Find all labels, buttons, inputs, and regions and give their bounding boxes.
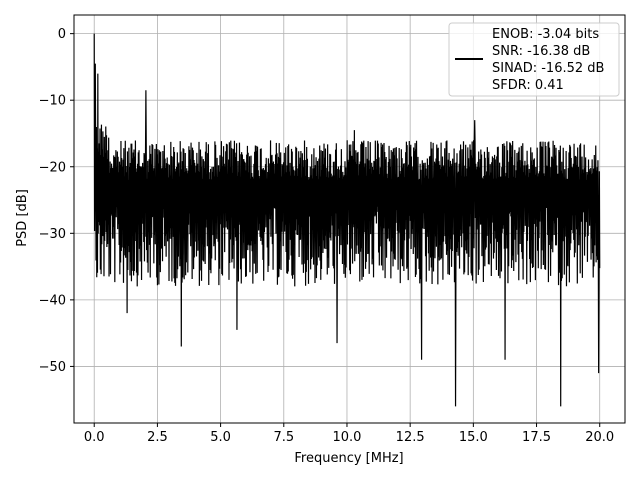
series-layer <box>93 33 601 407</box>
legend-line-1: ENOB: -3.04 bits <box>492 27 599 42</box>
x-tick-label: 2.5 <box>147 430 168 445</box>
y-tick-label: −10 <box>39 94 66 109</box>
series-line <box>93 33 601 407</box>
y-tick-label: −20 <box>39 160 66 175</box>
x-tick-label: 20.0 <box>585 430 614 445</box>
y-tick-label: −50 <box>39 360 66 375</box>
x-tick-label: 17.5 <box>522 430 551 445</box>
y-axis-label: PSD [dB] <box>15 189 30 247</box>
legend-box <box>448 22 620 97</box>
x-tick-label: 15.0 <box>459 430 488 445</box>
x-tick-label: 12.5 <box>396 430 425 445</box>
legend-line-4: SFDR: 0.41 <box>492 78 564 93</box>
legend-line-3: SINAD: -16.52 dB <box>492 61 604 76</box>
x-tick-label: 7.5 <box>273 430 294 445</box>
legend: ENOB: -3.04 bits SNR: -16.38 dB SINAD: -… <box>448 22 620 97</box>
axes <box>73 14 626 424</box>
y-tick-label: −30 <box>39 227 66 242</box>
y-tick-label: −40 <box>39 293 66 308</box>
ticks: 0.0 2.5 5.0 7.5 10.0 12.5 15.0 17.5 20.0 0 −10 −20 −… <box>39 27 615 445</box>
x-tick-label: 10.0 <box>332 430 361 445</box>
x-axis-label: Frequency [MHz] <box>294 451 403 466</box>
x-tick-label: 0.0 <box>84 430 105 445</box>
y-tick-label: 0 <box>58 27 66 42</box>
legend-line-2: SNR: -16.38 dB <box>492 44 590 59</box>
plot-frame <box>73 14 626 424</box>
x-tick-label: 5.0 <box>210 430 231 445</box>
